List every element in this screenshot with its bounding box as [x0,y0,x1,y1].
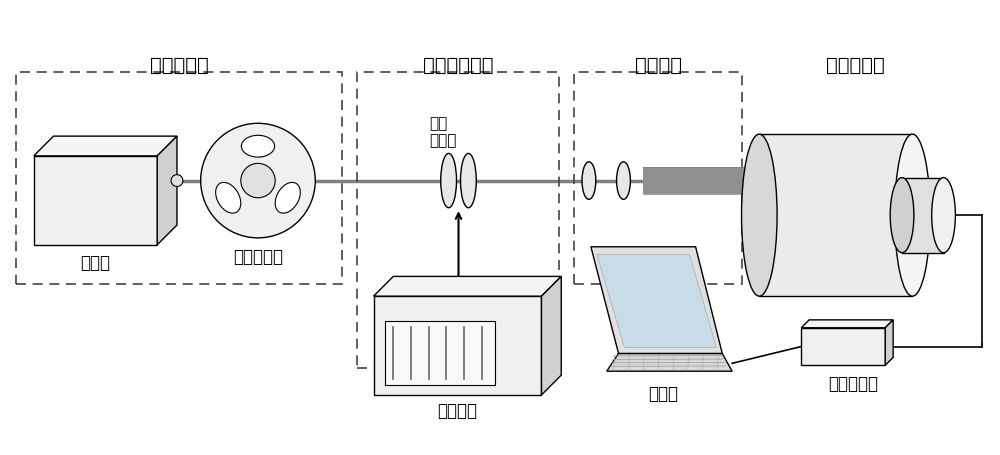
Bar [574,73,742,285]
Polygon shape [374,277,561,297]
Circle shape [201,124,315,238]
Polygon shape [759,135,912,297]
Text: 上位机: 上位机 [648,384,678,402]
Polygon shape [597,255,716,348]
Polygon shape [34,157,157,245]
Ellipse shape [742,135,777,297]
Text: 驱动电路: 驱动电路 [438,401,478,419]
Ellipse shape [932,178,955,253]
Ellipse shape [890,178,914,253]
Polygon shape [385,321,495,385]
Text: 信号调制单元: 信号调制单元 [423,56,493,74]
Ellipse shape [216,183,241,214]
Ellipse shape [895,135,930,297]
Polygon shape [607,354,732,371]
Text: 激光发射机: 激光发射机 [150,56,208,74]
Ellipse shape [582,162,596,200]
Ellipse shape [460,154,476,208]
Text: 激光器: 激光器 [80,253,110,271]
Text: 声光
调制器: 声光 调制器 [429,116,456,148]
Text: 数据采集卡: 数据采集卡 [828,374,878,392]
Circle shape [171,175,183,187]
Bar [357,73,559,369]
Ellipse shape [441,154,457,208]
Ellipse shape [241,136,275,158]
Polygon shape [541,277,561,395]
Polygon shape [157,137,177,245]
Polygon shape [34,137,177,157]
Polygon shape [591,247,722,354]
Text: 待校准设备: 待校准设备 [826,56,885,74]
Bar [16,73,342,285]
Text: 可调衰减器: 可调衰减器 [233,247,283,265]
Polygon shape [374,297,541,395]
Polygon shape [902,178,944,253]
Ellipse shape [275,183,300,214]
Text: 准直扩束: 准直扩束 [635,56,682,74]
Circle shape [241,164,275,198]
Polygon shape [801,320,893,328]
Polygon shape [801,328,885,365]
Ellipse shape [617,162,630,200]
Polygon shape [885,320,893,365]
